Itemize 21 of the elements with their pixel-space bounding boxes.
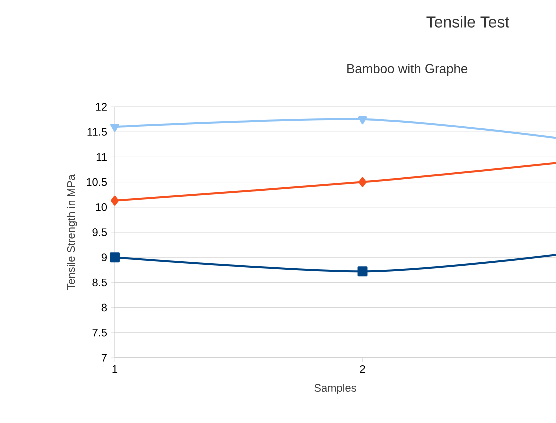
point bbox=[358, 266, 368, 277]
x-tick-label: 2 bbox=[360, 366, 366, 374]
y-tick-label: 7 bbox=[102, 354, 107, 362]
y-tick-label: 10 bbox=[96, 204, 108, 212]
y-tick-label: 12 bbox=[96, 103, 107, 111]
x-axis-title: Samples bbox=[314, 384, 356, 394]
y-tick-label: 10.5 bbox=[86, 178, 108, 186]
y-tick-label: 11 bbox=[96, 153, 107, 161]
y-tick-label: 9 bbox=[102, 254, 107, 262]
y-tick-label: 9.5 bbox=[92, 228, 108, 236]
point bbox=[358, 177, 367, 188]
y-tick-label: 8.5 bbox=[92, 278, 108, 287]
chart-title: Tensile Test bbox=[426, 16, 510, 28]
y-tick-label: 11.5 bbox=[88, 128, 108, 136]
y-tick-label: 7.5 bbox=[92, 329, 108, 337]
x-tick-label: 1 bbox=[112, 366, 118, 374]
chart-subtitle: Bamboo with Graphe bbox=[348, 64, 468, 76]
y-axis-title: Tensile Strength in MPa bbox=[67, 174, 78, 290]
y-tick-label: 8 bbox=[102, 304, 108, 312]
point bbox=[111, 196, 119, 206]
point bbox=[110, 252, 120, 263]
